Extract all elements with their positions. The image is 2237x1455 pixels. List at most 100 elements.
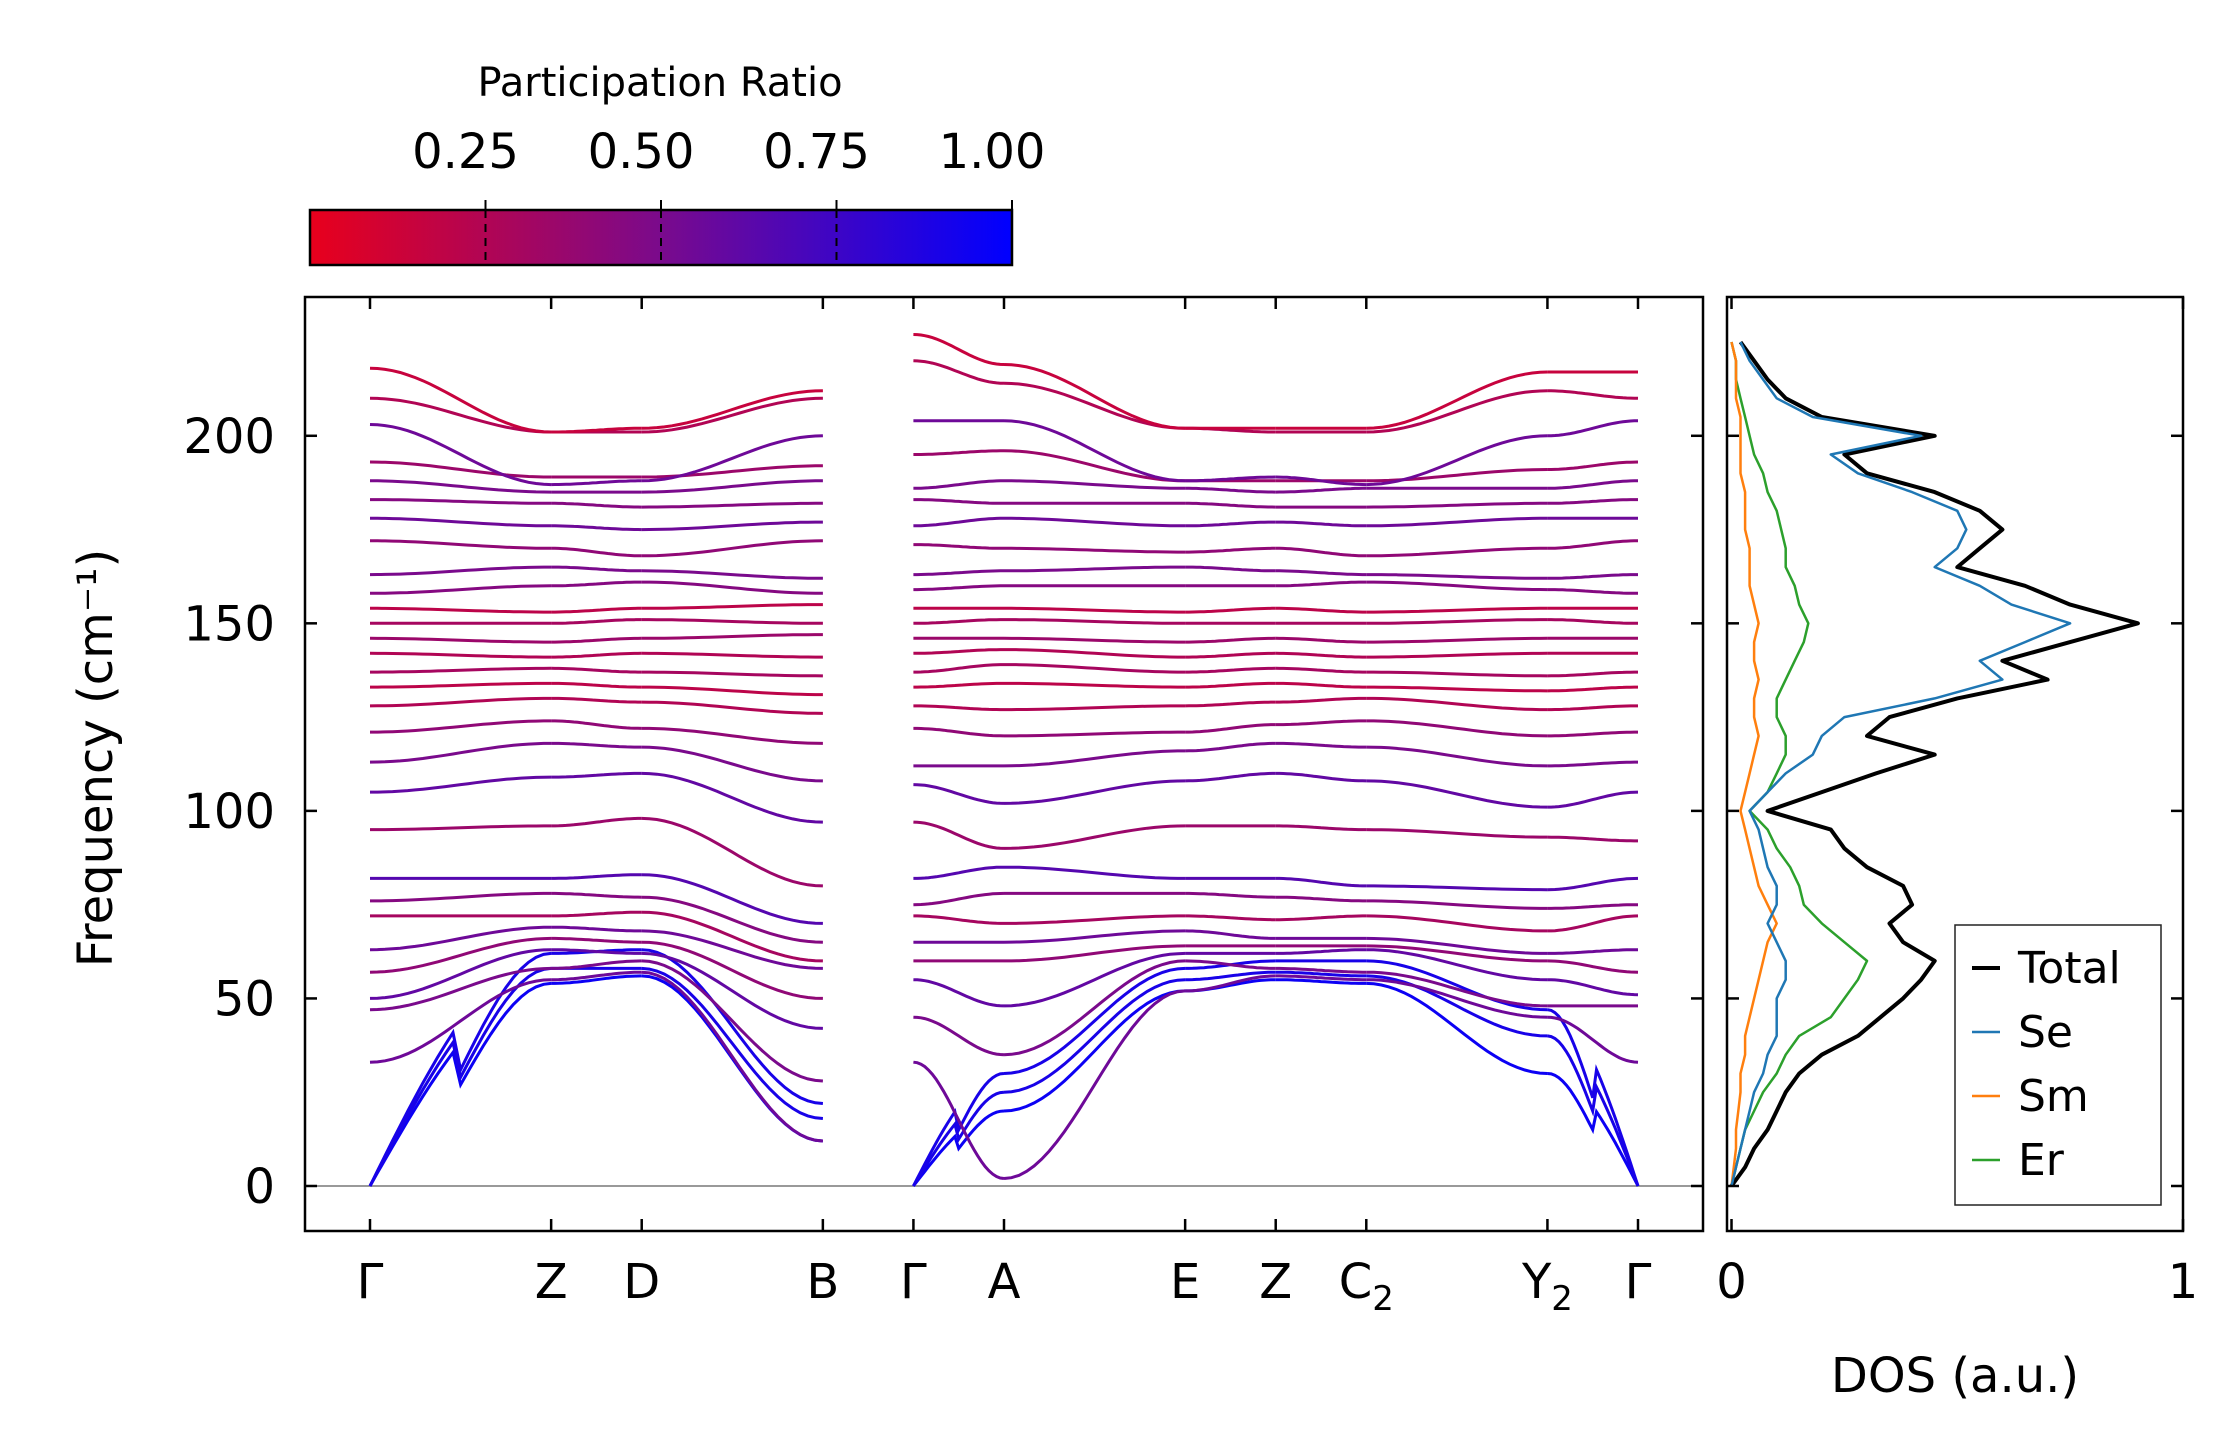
band-line-segment	[1366, 685, 1548, 693]
band-optical-28	[369, 359, 1639, 434]
band-line-segment	[1185, 970, 1276, 982]
colorbar-tick-label: 0.50	[588, 124, 695, 180]
band-line-segment	[551, 741, 642, 749]
band-line-segment	[551, 666, 642, 674]
band-line-segment	[1185, 606, 1276, 614]
band-line-segment	[912, 1072, 1005, 1187]
band-line-segment	[1547, 1015, 1639, 1064]
band-line-segment	[368, 951, 552, 1187]
band-line-segment	[1185, 501, 1276, 509]
legend-label-total: Total	[2017, 943, 2121, 994]
band-line-segment	[369, 925, 552, 952]
band-line-segment	[1366, 606, 1548, 614]
band-line-segment	[1547, 419, 1638, 438]
legend-label-se: Se	[2018, 1007, 2073, 1058]
band-optical-18	[370, 618, 1638, 625]
band-line-segment	[1003, 951, 1186, 1008]
band-optical-11	[369, 741, 1638, 783]
band-line-segment	[1004, 516, 1186, 528]
band-optical-22	[370, 539, 1638, 558]
band-line-segment	[1004, 618, 1186, 625]
band-line-segment	[1003, 824, 1186, 850]
x-tick-label: Z	[1259, 1254, 1292, 1310]
dos-x-axis-label: DOS (a.u.)	[1831, 1348, 2079, 1404]
band-line-segment	[1004, 565, 1186, 573]
band-line-segment	[641, 700, 823, 715]
legend-frame	[1954, 924, 2162, 1206]
band-optical-14	[370, 681, 1638, 697]
band-line-segment	[1275, 580, 1367, 588]
dos-panel: 0 1 DOS (a.u.) Total Se Sm Er	[1716, 295, 2199, 1404]
band-line-segment	[1547, 498, 1638, 505]
band-line-segment	[1185, 891, 1276, 899]
band-line-segment	[1366, 434, 1548, 487]
band-line-segment	[913, 820, 1005, 850]
band-line-segment	[1547, 479, 1638, 490]
dos-line-se	[1730, 341, 2072, 1187]
band-optical-2	[369, 959, 1638, 1083]
band-line-segment	[551, 970, 642, 982]
band-line-segment	[1366, 389, 1548, 434]
band-line-segment	[1275, 696, 1367, 704]
band-line-segment	[1366, 651, 1548, 659]
band-line-segment	[1275, 895, 1367, 903]
band-optical-25	[370, 479, 1638, 494]
band-line-segment	[369, 565, 552, 577]
band-line-segment	[369, 948, 552, 1000]
band-line-segment	[551, 636, 642, 644]
band-line-segment	[551, 524, 642, 532]
band-line-segment	[1275, 719, 1367, 727]
band-line-segment	[369, 636, 552, 644]
band-line-segment	[1185, 929, 1276, 940]
band-line-segment	[1275, 569, 1367, 577]
legend: Total Se Sm Er	[1954, 924, 2162, 1206]
band-line-segment	[1003, 929, 1186, 944]
band-line-segment	[551, 565, 642, 573]
band-line-segment	[641, 873, 823, 925]
band-line-segment	[641, 539, 823, 558]
band-line-segment	[641, 771, 823, 824]
dos-x-tick-label: 1	[2168, 1254, 2199, 1310]
band-line-segment	[1366, 981, 1548, 1075]
band-line-segment	[1366, 745, 1548, 768]
band-line-segment	[369, 651, 552, 659]
band-line-segment	[1366, 719, 1548, 738]
band-optical-26	[369, 449, 1639, 483]
band-line-segment	[1275, 636, 1367, 644]
band-line-segment	[1366, 618, 1548, 625]
band-line-segment	[912, 1109, 1005, 1187]
band-line-segment	[1547, 948, 1638, 955]
band-line-segment	[641, 651, 823, 659]
band-line-segment	[551, 426, 642, 434]
band-line-segment	[913, 359, 1005, 385]
band-line-segment	[1547, 835, 1638, 843]
band-optical-7	[370, 891, 1638, 944]
band-line-segment	[1547, 1034, 1640, 1187]
band-line-segment	[641, 633, 823, 640]
band-acoustic-1	[368, 974, 1640, 1187]
band-line-segment	[1547, 1072, 1640, 1187]
band-line-segment	[1003, 449, 1186, 483]
colorbar-tick-label: 1.00	[939, 124, 1046, 180]
x-tick-label: E	[1170, 1254, 1200, 1310]
band-line-segment	[913, 498, 1004, 505]
band-line-segment	[1366, 370, 1548, 430]
band-line-segment	[1275, 771, 1367, 783]
band-line-segment	[551, 618, 642, 625]
band-line-segment	[370, 824, 552, 832]
band-acoustic-3	[368, 948, 1640, 1187]
band-line-segment	[1366, 828, 1548, 839]
band-line-segment	[1004, 479, 1186, 490]
band-optical-29	[369, 333, 1638, 434]
band-line-segment	[1275, 475, 1367, 487]
x-tick-label: Γ	[357, 1254, 384, 1310]
band-line-segment	[1185, 914, 1276, 922]
band-line-segment	[1003, 959, 1186, 1057]
band-optical-17	[369, 633, 1638, 644]
band-line-segment	[1547, 959, 1639, 974]
band-line-segment	[641, 434, 823, 483]
band-optical-4	[369, 936, 1639, 1000]
band-line-segment	[913, 543, 1004, 550]
